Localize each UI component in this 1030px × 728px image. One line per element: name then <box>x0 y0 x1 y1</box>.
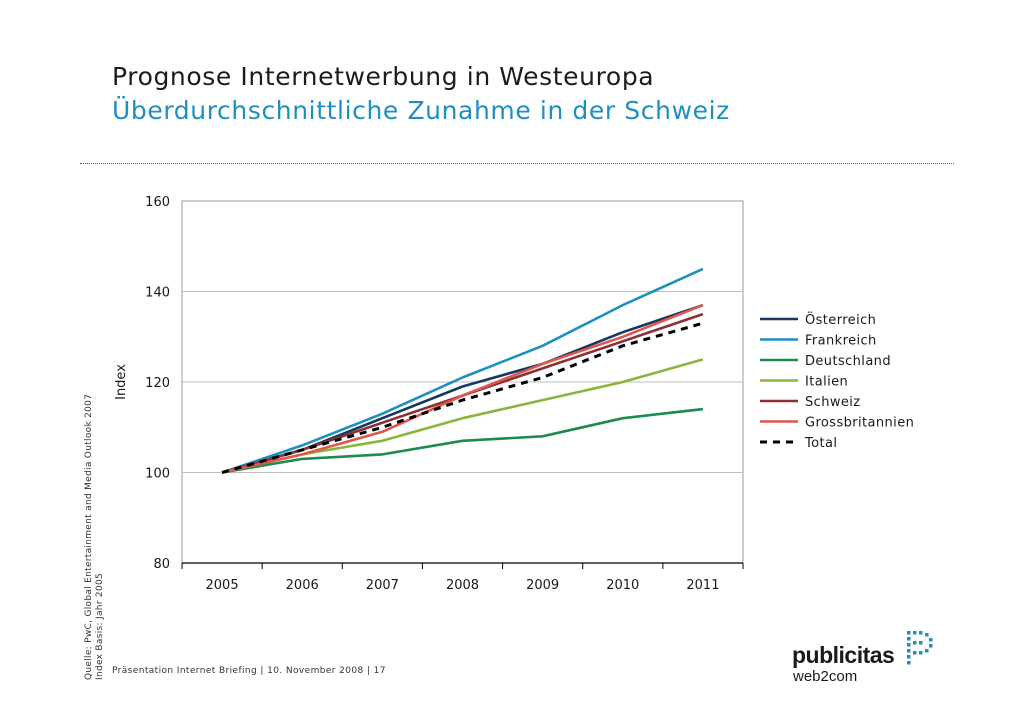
y-tick-label: 80 <box>153 557 170 572</box>
series-line <box>221 267 704 474</box>
x-tick-label: 2011 <box>686 578 719 593</box>
series-line <box>221 303 704 474</box>
x-tick-label: 2009 <box>526 578 559 593</box>
logo-dot <box>919 641 923 645</box>
logo-dot <box>919 651 923 655</box>
y-tick-label: 160 <box>145 195 170 210</box>
legend-label: Italien <box>805 375 848 390</box>
legend-label: Österreich <box>805 311 876 328</box>
x-tick-label: 2005 <box>206 578 239 593</box>
dotted-divider <box>80 163 954 164</box>
y-tick-label: 140 <box>145 286 170 301</box>
logo-tagline: web2com <box>793 668 858 685</box>
publicitas-logo: publicitas web2com <box>792 628 942 688</box>
logo-dot <box>907 631 911 635</box>
chart-legend: Österreich Frankreich Deutschland Italien Sc… <box>760 311 914 451</box>
logo-dot <box>913 641 917 645</box>
logo-dot <box>913 651 917 655</box>
logo-dot <box>925 633 929 637</box>
y-tick-label: 120 <box>145 376 170 391</box>
page-subtitle: Überdurchschnittliche Zunahme in der Sch… <box>112 96 730 125</box>
page-title: Prognose Internetwerbung in Westeuropa <box>112 62 655 91</box>
logo-dot <box>925 649 929 653</box>
legend-label: Total <box>804 436 837 451</box>
legend-label: Grossbritannien <box>805 416 914 431</box>
y-axis-title: Index <box>114 364 129 400</box>
logo-dot <box>907 655 911 659</box>
chart-axes: 80 100 120 140 160 2005 2006 2007 2008 2009 2010 20… <box>114 195 744 593</box>
y-tick-label: 100 <box>145 467 170 482</box>
legend-label: Deutschland <box>805 354 891 369</box>
logo-dot <box>907 649 911 653</box>
series-line <box>221 407 704 474</box>
footer-text: Präsentation Internet Briefing | 10. Nov… <box>112 666 386 676</box>
logo-dot <box>913 631 917 635</box>
legend-label: Frankreich <box>805 334 877 349</box>
logo-dot <box>929 644 933 648</box>
x-tick-label: 2010 <box>606 578 639 593</box>
logo-dot-icon <box>907 631 933 665</box>
logo-dot <box>907 643 911 647</box>
logo-dot <box>929 638 933 642</box>
logo-dot <box>919 631 923 635</box>
chart-grid <box>181 200 744 564</box>
logo-dot <box>907 637 911 641</box>
logo-dot <box>907 661 911 665</box>
series-line <box>221 321 704 474</box>
x-tick-label: 2007 <box>366 578 399 593</box>
chart-series <box>221 267 704 474</box>
legend-label: Schweiz <box>805 395 861 410</box>
x-tick-label: 2008 <box>446 578 479 593</box>
logo-name: publicitas <box>792 642 895 668</box>
x-tick-label: 2006 <box>286 578 319 593</box>
